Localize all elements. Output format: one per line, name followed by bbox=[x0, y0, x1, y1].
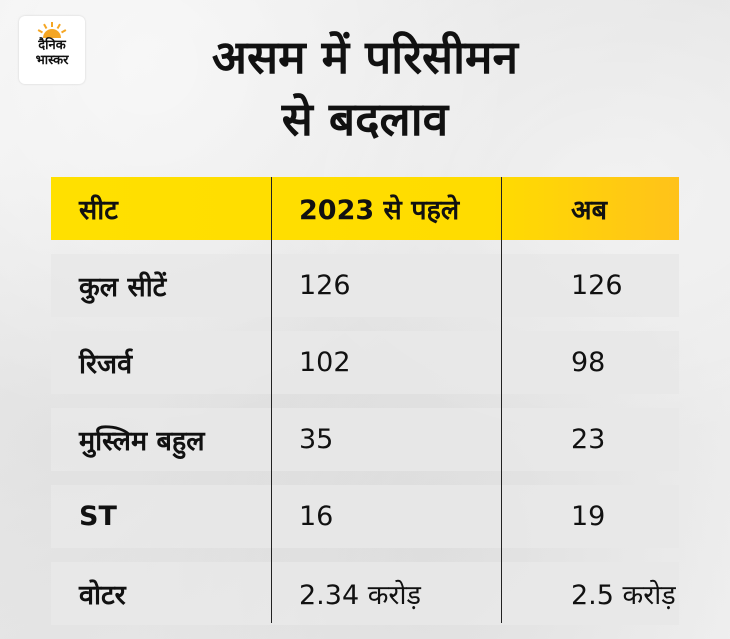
row-before-value: 2.34 करोड़ bbox=[299, 580, 421, 611]
row-label: कुल सीटें bbox=[79, 272, 167, 303]
row-before-value: 16 bbox=[299, 501, 334, 532]
header-before-2023: 2023 से पहले bbox=[299, 195, 460, 226]
row-before-value: 35 bbox=[299, 424, 334, 455]
column-divider bbox=[501, 177, 502, 623]
row-label: रिजर्व bbox=[79, 349, 133, 380]
table-row: ST 16 19 bbox=[51, 485, 679, 548]
row-label: वोटर bbox=[79, 580, 126, 611]
table-row: मुस्लिम बहुल 35 23 bbox=[51, 408, 679, 471]
header-now: अब bbox=[571, 195, 608, 226]
logo-line2: भास्कर bbox=[35, 53, 69, 68]
row-now-value: 98 bbox=[571, 347, 606, 378]
table-header-row: सीट 2023 से पहले अब bbox=[51, 177, 679, 240]
row-now-value: 126 bbox=[571, 270, 623, 301]
table-row: वोटर 2.34 करोड़ 2.5 करोड़ bbox=[51, 562, 679, 625]
header-seat: सीट bbox=[79, 195, 118, 226]
logo-line1: दैनिक bbox=[38, 38, 66, 53]
row-before-value: 102 bbox=[299, 347, 351, 378]
logo-text: दैनिक भास्कर bbox=[19, 38, 85, 68]
row-label: ST bbox=[79, 501, 117, 532]
column-divider bbox=[271, 177, 272, 623]
table-row: कुल सीटें 126 126 bbox=[51, 254, 679, 317]
logo: दैनिक भास्कर bbox=[19, 16, 85, 84]
row-now-value: 2.5 करोड़ bbox=[571, 580, 676, 611]
table-row: रिजर्व 102 98 bbox=[51, 331, 679, 394]
page-title: असम में परिसीमन से बदलाव bbox=[100, 26, 630, 150]
row-label: मुस्लिम बहुल bbox=[79, 426, 205, 457]
row-now-value: 23 bbox=[571, 424, 606, 455]
sun-icon bbox=[37, 22, 67, 38]
title-line1: असम में परिसीमन bbox=[211, 30, 519, 84]
title-line2: से बदलाव bbox=[281, 92, 449, 146]
data-table: सीट 2023 से पहले अब कुल सीटें 126 126 रि… bbox=[51, 177, 679, 625]
row-before-value: 126 bbox=[299, 270, 351, 301]
row-now-value: 19 bbox=[571, 501, 606, 532]
